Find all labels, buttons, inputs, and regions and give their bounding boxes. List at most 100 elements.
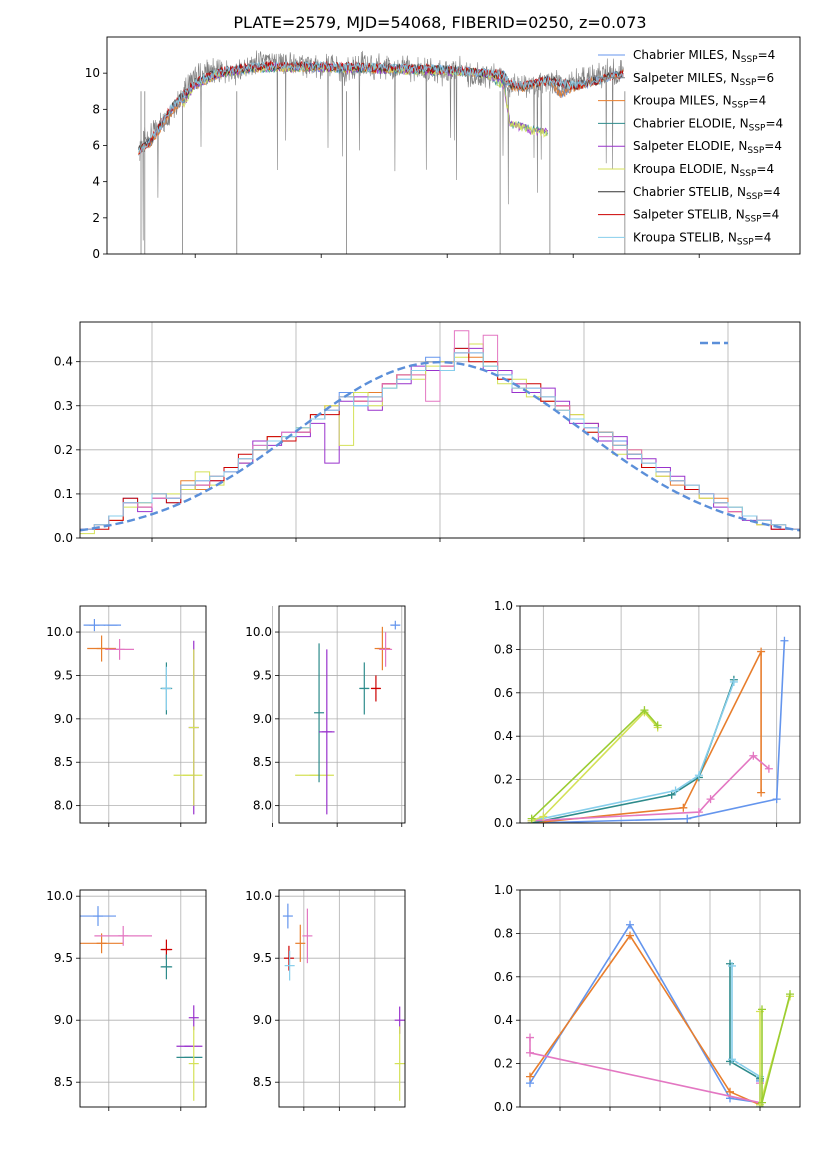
plot-area — [527, 636, 789, 823]
errorbar-point — [160, 954, 173, 980]
legend-label: Salpeter MILES, NSSP=6 — [633, 71, 774, 88]
plus-marker — [728, 1055, 736, 1064]
mass-weight-line — [531, 679, 735, 823]
errorbar-point — [295, 924, 306, 962]
errorbar-point — [374, 626, 391, 671]
legend-label-tail: =4 — [758, 48, 776, 62]
mass-weight-vs-z-panel: 0.0 0.2 0.4 0.6 0.8 1.0 — [494, 883, 801, 1114]
mass-vs-z-panel: 8.5 9.0 9.5 10.0 — [46, 889, 207, 1111]
legend-label-tail: =4 — [749, 94, 767, 108]
errorbar-point — [161, 666, 172, 711]
y-tick-label: 1.0 — [494, 599, 513, 613]
figure-title: PLATE=2579, MJD=54068, FIBERID=0250, z=0… — [233, 13, 646, 32]
legend-label-main: Kroupa ELODIE, N — [633, 162, 740, 176]
errorbar-point — [314, 643, 325, 783]
y-tick-label: 10.0 — [245, 625, 272, 639]
mass-weight-line — [529, 934, 761, 1106]
age-vs-z-panel: 8.0 8.5 9.0 9.5 10.0 — [46, 605, 207, 827]
y-tick-label: 9.0 — [54, 712, 73, 726]
plot-area — [138, 50, 626, 254]
plus-marker — [640, 706, 649, 715]
y-tick-label: 8.0 — [54, 799, 73, 813]
plot-area — [295, 620, 401, 815]
errorbar-point — [359, 662, 370, 715]
errorbar-point — [188, 649, 199, 806]
axes-frame — [106, 36, 801, 255]
legend-label-main: Kroupa MILES, N — [633, 94, 732, 108]
errorbar-point — [283, 945, 294, 971]
legend-label: Kroupa ELODIE, NSSP=4 — [633, 162, 774, 179]
errorbar-point — [394, 1026, 405, 1101]
y-tick-label: 0.2 — [54, 443, 73, 457]
y-tick-label: 0.1 — [54, 487, 73, 501]
plus-marker — [757, 647, 766, 656]
y-tick-label: 0.4 — [494, 729, 513, 743]
errorbar-point — [80, 933, 124, 954]
errorbar-point — [188, 1026, 199, 1101]
y-tick-label: 0.8 — [494, 926, 513, 940]
errorbar-point — [379, 632, 393, 667]
y-tick-label: 9.5 — [253, 668, 272, 682]
legend-label: Salpeter ELODIE, NSSP=4 — [633, 139, 782, 156]
plus-marker — [683, 814, 692, 823]
plus-marker — [626, 931, 634, 940]
plot-area — [80, 906, 203, 1101]
legend-label-main: Salpeter STELIB, N — [633, 208, 745, 222]
y-tick-label: 9.5 — [54, 951, 73, 965]
errorbar-point — [80, 906, 116, 926]
legend-label: Chabrier ELODIE, NSSP=4 — [633, 116, 783, 133]
legend-label-tail: =4 — [763, 185, 781, 199]
y-tick-label: 10.0 — [46, 625, 73, 639]
mass-weight-line — [531, 651, 762, 823]
legend-label-sub: SSP — [745, 215, 762, 225]
y-tick-label: 6 — [92, 139, 100, 153]
plus-marker — [764, 764, 773, 773]
plus-marker — [749, 751, 758, 760]
legend-label-tail: =4 — [765, 116, 783, 130]
legend-label-sub: SSP — [746, 192, 763, 202]
y-tick-label: 0.0 — [494, 816, 513, 830]
plus-marker — [786, 990, 794, 999]
errorbar-point — [282, 903, 293, 929]
plus-marker — [728, 961, 736, 970]
legend-label: Chabrier MILES, NSSP=4 — [633, 48, 775, 65]
plot-area — [80, 330, 800, 535]
mass-weight-line — [729, 963, 761, 1107]
normal-curve — [80, 360, 800, 532]
y-tick-label: 9.0 — [253, 712, 272, 726]
legend-label: Salpeter STELIB, NSSP=4 — [633, 208, 779, 225]
mass-weight-line — [761, 994, 791, 1103]
y-tick-label: 0.0 — [494, 1100, 513, 1114]
legend-label-main: Salpeter MILES, N — [633, 71, 740, 85]
y-tick-label: 0.2 — [494, 773, 513, 787]
y-tick-label: 0.4 — [54, 355, 73, 369]
y-tick-label: 8.5 — [253, 1075, 272, 1089]
legend-label-tail: =4 — [764, 139, 782, 153]
model-line — [138, 60, 624, 154]
legend-label-main: Kroupa STELIB, N — [633, 230, 737, 244]
legend-label-sub: SSP — [740, 169, 757, 179]
legend-label-sub: SSP — [749, 123, 766, 133]
errorbar-point — [105, 638, 134, 660]
errorbar-point — [390, 620, 401, 630]
legend-label-sub: SSP — [740, 78, 757, 88]
plus-marker — [694, 808, 703, 817]
y-tick-label: 0.2 — [494, 1057, 513, 1071]
legend-label-tail: =6 — [756, 71, 774, 85]
legend-label-sub: SSP — [741, 55, 758, 65]
y-tick-label: 0.3 — [54, 399, 73, 413]
legend-label-main: Chabrier MILES, N — [633, 48, 741, 62]
y-tick-label: 10.0 — [245, 889, 272, 903]
axes-frame — [519, 889, 801, 1108]
legend-label-main: Chabrier STELIB, N — [633, 185, 746, 199]
plus-marker — [757, 788, 766, 797]
plus-marker — [539, 812, 548, 821]
plus-marker — [626, 920, 634, 929]
y-tick-label: 1.0 — [494, 883, 513, 897]
residuals-panel: 0.0 0.1 0.2 0.3 0.4 — [54, 321, 801, 545]
y-tick-label: 8.5 — [253, 755, 272, 769]
y-tick-label: 9.5 — [253, 951, 272, 965]
mass-weight-line — [529, 1037, 761, 1104]
mass-weight-line — [531, 711, 659, 822]
